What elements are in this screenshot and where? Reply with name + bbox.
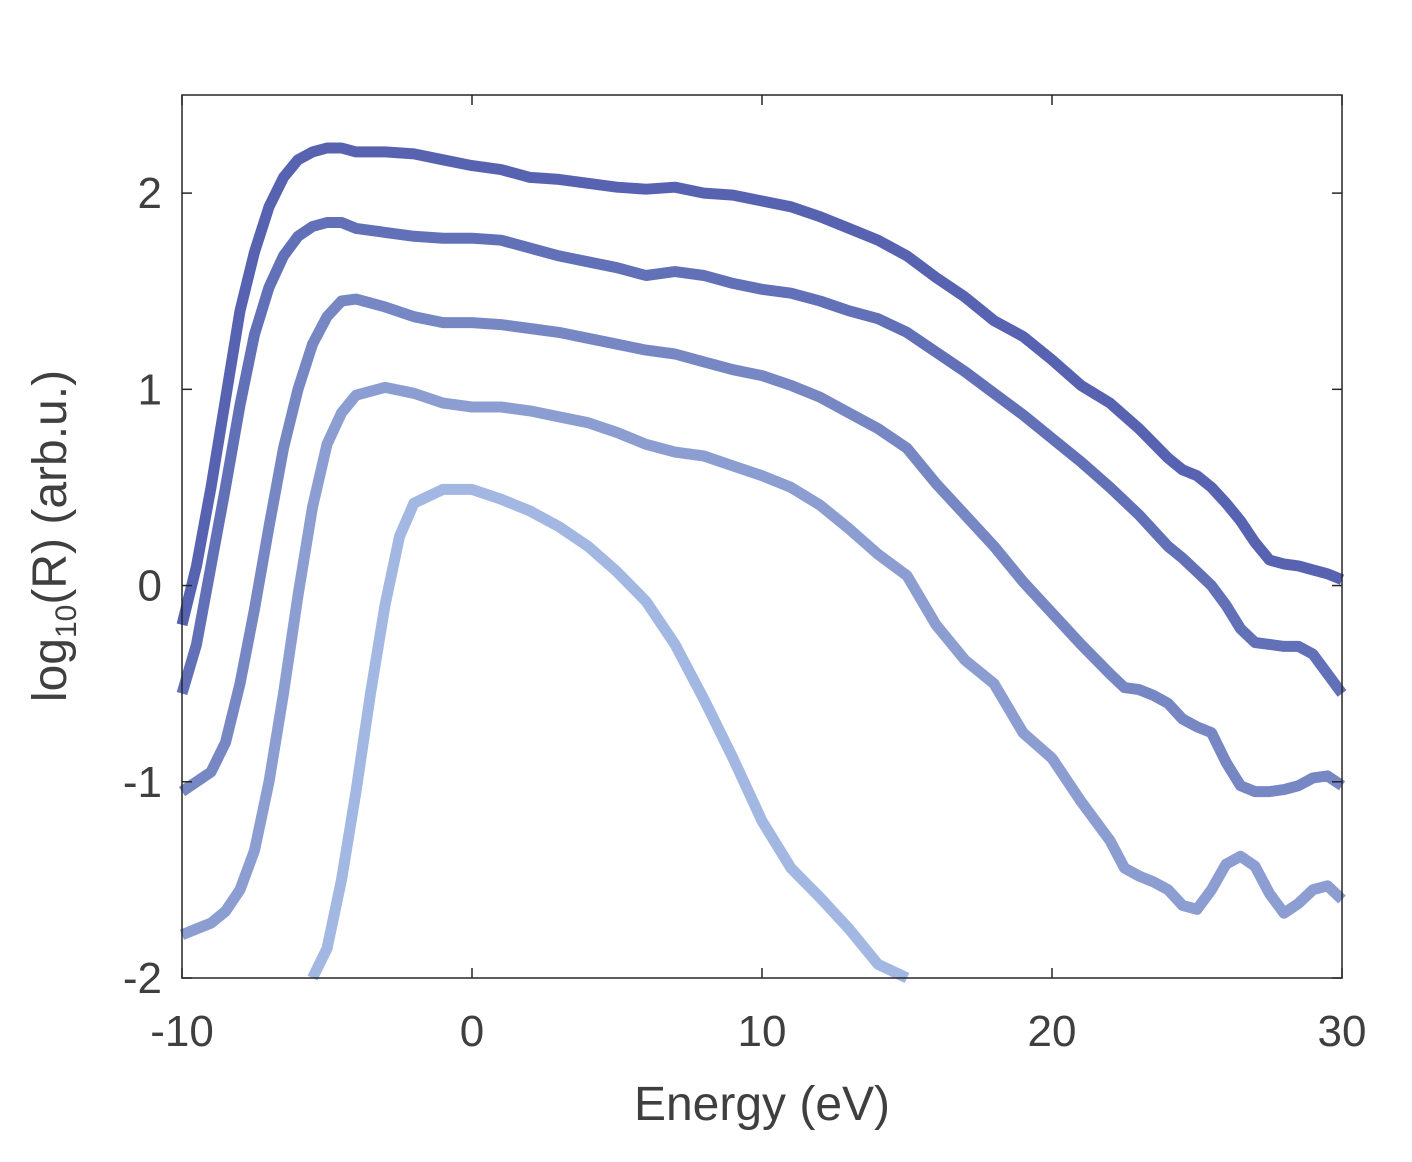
series-line-2 — [176, 217, 1347, 697]
x-tick-label: -10 — [150, 1007, 214, 1056]
x-tick-label: 10 — [738, 1007, 787, 1056]
series-line-3 — [178, 293, 1346, 798]
y-tick-label: -2 — [123, 954, 162, 1003]
x-axis-label: Energy (eV) — [634, 1078, 890, 1131]
y-tick-label: 0 — [138, 562, 162, 611]
tick-layer — [181, 95, 1343, 979]
x-tick-labels: -10 0 10 20 30 — [150, 1007, 1366, 1056]
y-axis-label-suffix: (R) (arb.u.) — [24, 370, 77, 605]
y-axis-label-subscript: 10 — [50, 605, 83, 638]
y-tick-label: 1 — [138, 365, 162, 414]
y-tick-labels: -2 -1 0 1 2 — [123, 169, 162, 1003]
x-tick-label: 20 — [1028, 1007, 1077, 1056]
series-line-4 — [179, 381, 1346, 940]
series-line-5 — [307, 483, 910, 983]
x-tick-label: 30 — [1318, 1007, 1367, 1056]
y-axis-label-prefix: log — [24, 638, 77, 702]
y-tick-label: 2 — [138, 169, 162, 218]
series-line-1 — [176, 142, 1345, 627]
x-tick-label: 0 — [460, 1007, 484, 1056]
y-tick-label: -1 — [123, 758, 162, 807]
series-layer — [176, 142, 1347, 983]
y-axis-label: log10(R) (arb.u.) — [24, 370, 83, 702]
